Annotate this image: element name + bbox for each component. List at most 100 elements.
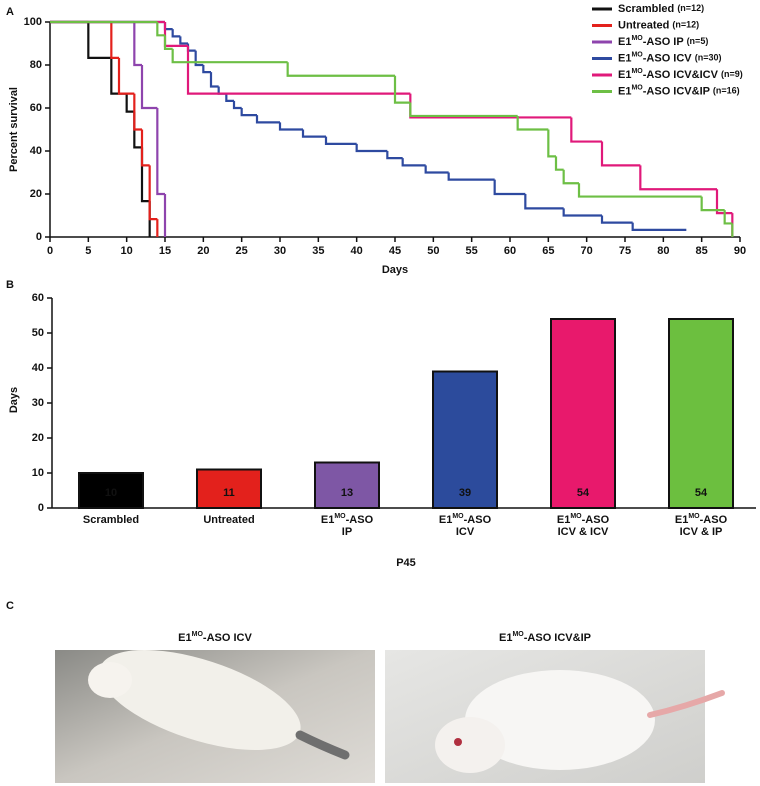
curve-step — [209, 72, 219, 88]
bar — [314, 461, 380, 509]
curve-step — [140, 65, 158, 110]
photo-panel — [55, 649, 725, 783]
curve-step — [156, 22, 165, 37]
x-tick-label: 85 — [696, 245, 708, 257]
curve-step — [255, 115, 280, 124]
mouse-tail — [647, 690, 725, 718]
curve-step — [125, 93, 135, 113]
curve-step — [117, 57, 135, 95]
curve-step — [409, 102, 518, 118]
photo-title: E1MO-ASO ICV — [178, 631, 252, 644]
curve-step — [140, 147, 150, 203]
curve-step — [156, 108, 165, 196]
curve-step — [301, 129, 326, 138]
legend-label: E1MO-ASO ICV&ICV (n=9) — [618, 68, 743, 81]
y-tick-label: 10 — [32, 467, 44, 479]
photo-title: E1MO-ASO ICV&IP — [499, 631, 591, 644]
y-tick-label: 0 — [36, 231, 42, 243]
legend-label: E1MO-ASO ICV&IP (n=16) — [618, 84, 740, 97]
curve-step — [570, 117, 602, 143]
curve-step — [163, 35, 173, 50]
mouse-body — [465, 670, 655, 770]
x-tick-label: Scrambled — [83, 514, 139, 526]
curve-step — [600, 141, 641, 167]
mouse-eye — [454, 738, 462, 746]
y-tick-label: 40 — [30, 145, 42, 157]
x-tick-label: 65 — [542, 245, 554, 257]
x-axis-title: P45 — [396, 557, 416, 569]
curve-step — [424, 165, 449, 174]
curve-step — [87, 22, 112, 60]
curve-step — [554, 156, 564, 171]
x-tick-label: E1MO-ASO ICV — [439, 513, 492, 538]
bar-value-label: 54 — [695, 487, 708, 499]
x-tick-label: 50 — [427, 245, 439, 257]
y-axis-title: Percent survival — [8, 87, 20, 172]
x-tick-label: 35 — [312, 245, 324, 257]
x-tick-label: 90 — [734, 245, 746, 257]
x-tick-label: 70 — [581, 245, 593, 257]
legend-label: Scrambled (n=12) — [618, 3, 704, 15]
y-tick-label: 20 — [32, 432, 44, 444]
y-tick-label: 0 — [38, 502, 44, 514]
curve-step — [225, 93, 234, 103]
y-tick-label: 60 — [32, 292, 44, 304]
curve-step — [524, 194, 564, 210]
curve-step — [700, 196, 725, 212]
curve-step — [493, 179, 526, 196]
bar — [196, 468, 262, 509]
x-axis-title: Days — [382, 264, 408, 276]
curve-step — [401, 158, 426, 167]
bar — [550, 318, 616, 509]
curve-step — [447, 172, 495, 181]
x-tick-label: 20 — [197, 245, 209, 257]
curve-step — [171, 29, 181, 38]
survival-curve — [50, 20, 687, 232]
y-tick-label: 40 — [32, 362, 44, 374]
curve-step — [110, 22, 119, 60]
survival-curve — [50, 20, 159, 237]
mouse-head — [435, 717, 505, 773]
y-tick-label: 60 — [30, 102, 42, 114]
curve-step — [278, 122, 303, 131]
panel-label: A — [6, 6, 14, 18]
curve-step — [133, 93, 142, 131]
y-axis-title: Days — [8, 387, 20, 413]
legend-label: E1MO-ASO IP (n=5) — [618, 35, 708, 48]
mouse-body — [99, 649, 301, 751]
curve-step — [715, 189, 733, 215]
legend-label: Untreated (n=12) — [618, 19, 699, 31]
curve-step — [194, 50, 204, 67]
bar-value-label: 54 — [577, 487, 590, 499]
curve-step — [639, 165, 717, 191]
curve-step — [562, 208, 602, 217]
x-tick-label: 40 — [351, 245, 363, 257]
x-tick-label: 10 — [121, 245, 133, 257]
curve-step — [286, 62, 395, 77]
x-tick-label: 75 — [619, 245, 631, 257]
curve-step — [140, 129, 150, 167]
curve-step — [148, 165, 158, 221]
y-tick-label: 80 — [30, 59, 42, 71]
curve-step — [393, 75, 411, 104]
x-tick-label: E1MO-ASO IP — [321, 513, 374, 538]
curve-step — [631, 222, 687, 232]
curve-step — [133, 22, 142, 67]
curve-step — [171, 48, 288, 64]
curve-step — [600, 215, 633, 224]
y-tick-label: 100 — [24, 16, 42, 28]
bar — [432, 370, 498, 509]
bar — [668, 318, 734, 509]
y-tick-label: 50 — [32, 327, 44, 339]
curve-step — [386, 151, 403, 160]
panel-label: B — [6, 279, 14, 291]
x-tick-label: 5 — [85, 245, 91, 257]
legend-label: E1MO-ASO ICV (n=30) — [618, 51, 721, 64]
x-tick-label: 0 — [47, 245, 53, 257]
mouse-head — [88, 662, 132, 698]
x-tick-label: 55 — [466, 245, 478, 257]
curve-step — [324, 136, 357, 146]
survival-curve — [50, 20, 734, 237]
y-tick-label: 30 — [32, 397, 44, 409]
